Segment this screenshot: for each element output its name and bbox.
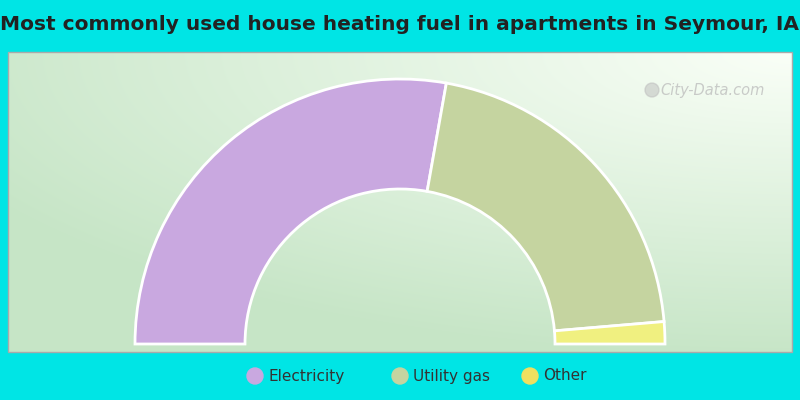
Circle shape (645, 83, 659, 97)
Wedge shape (135, 79, 446, 344)
Text: Most commonly used house heating fuel in apartments in Seymour, IA: Most commonly used house heating fuel in… (1, 16, 799, 34)
Text: Other: Other (543, 368, 586, 384)
Wedge shape (427, 83, 664, 331)
Circle shape (247, 368, 263, 384)
Text: City-Data.com: City-Data.com (660, 82, 764, 98)
Bar (8, 52, 792, 352)
Text: Electricity: Electricity (268, 368, 344, 384)
Circle shape (392, 368, 408, 384)
Wedge shape (554, 322, 665, 344)
Circle shape (522, 368, 538, 384)
Text: Utility gas: Utility gas (413, 368, 490, 384)
